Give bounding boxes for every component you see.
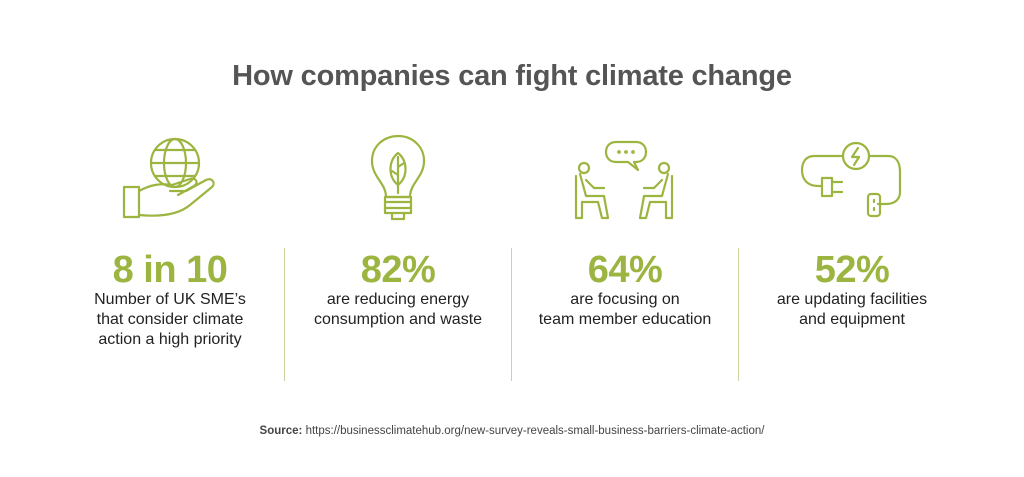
stat-card-education: 64% are focusing on team member educatio… (512, 130, 738, 330)
divider (738, 248, 739, 381)
stat-value: 8 in 10 (112, 249, 228, 291)
source-citation: Source: https://businessclimatehub.org/n… (0, 425, 1024, 437)
plug-socket-energy-icon (739, 130, 965, 230)
stat-card-facilities: 52% are updating facilities and equipmen… (739, 130, 965, 330)
divider (284, 248, 285, 381)
desc-line: are focusing on (570, 291, 680, 308)
source-link[interactable]: https://businessclimatehub.org/new-surve… (305, 425, 765, 437)
desc-line: that consider climate (96, 311, 244, 328)
stat-description: are focusing on team member education (512, 290, 738, 330)
page-title: How companies can fight climate change (232, 60, 792, 92)
desc-line: consumption and waste (313, 311, 483, 328)
desc-line: are reducing energy (326, 291, 470, 308)
desc-line: team member education (538, 311, 712, 328)
desc-line: are updating facilities (776, 291, 928, 308)
lightbulb-leaf-icon (285, 130, 511, 230)
source-label: Source: (259, 425, 303, 437)
divider (511, 248, 512, 381)
desc-line: and equipment (799, 311, 905, 328)
hand-holding-globe-icon (57, 130, 283, 230)
stat-value: 64% (587, 249, 663, 291)
stat-value: 52% (814, 249, 890, 291)
stat-description: are updating facilities and equipment (739, 290, 965, 330)
stat-description: Number of UK SME’s that consider climate… (57, 290, 283, 350)
stat-description: are reducing energy consumption and wast… (285, 290, 511, 330)
desc-line: action a high priority (98, 331, 242, 348)
stat-value: 82% (360, 249, 436, 291)
stat-card-priority: 8 in 10 Number of UK SME’s that consider… (57, 130, 283, 350)
desc-line: Number of UK SME’s (94, 291, 246, 308)
stat-card-energy: 82% are reducing energy consumption and … (285, 130, 511, 330)
conversation-chairs-icon (512, 130, 738, 230)
